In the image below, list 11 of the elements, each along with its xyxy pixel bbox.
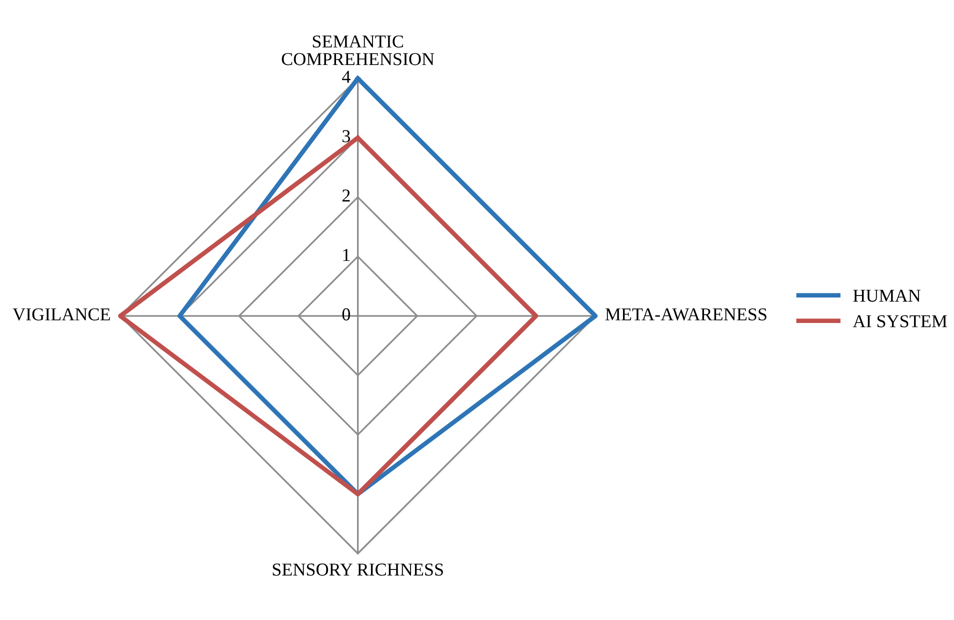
legend-label: AI SYSTEM [852,315,947,328]
spoke-label: META-AWARENESS [605,308,766,321]
y-tick-label: 1 [343,248,350,261]
spoke-label: VIGILANCE [12,308,110,321]
legend-label: HUMAN [853,290,920,302]
y-tick-label: 0 [342,308,350,320]
y-tick-label: 4 [342,70,350,83]
spoke-label: SENSORY RICHNESS [272,564,443,576]
spoke-label: SEMANTIC COMPREHENSION [282,35,434,66]
y-tick-label: 3 [342,130,350,142]
y-tick-label: 2 [342,190,350,202]
